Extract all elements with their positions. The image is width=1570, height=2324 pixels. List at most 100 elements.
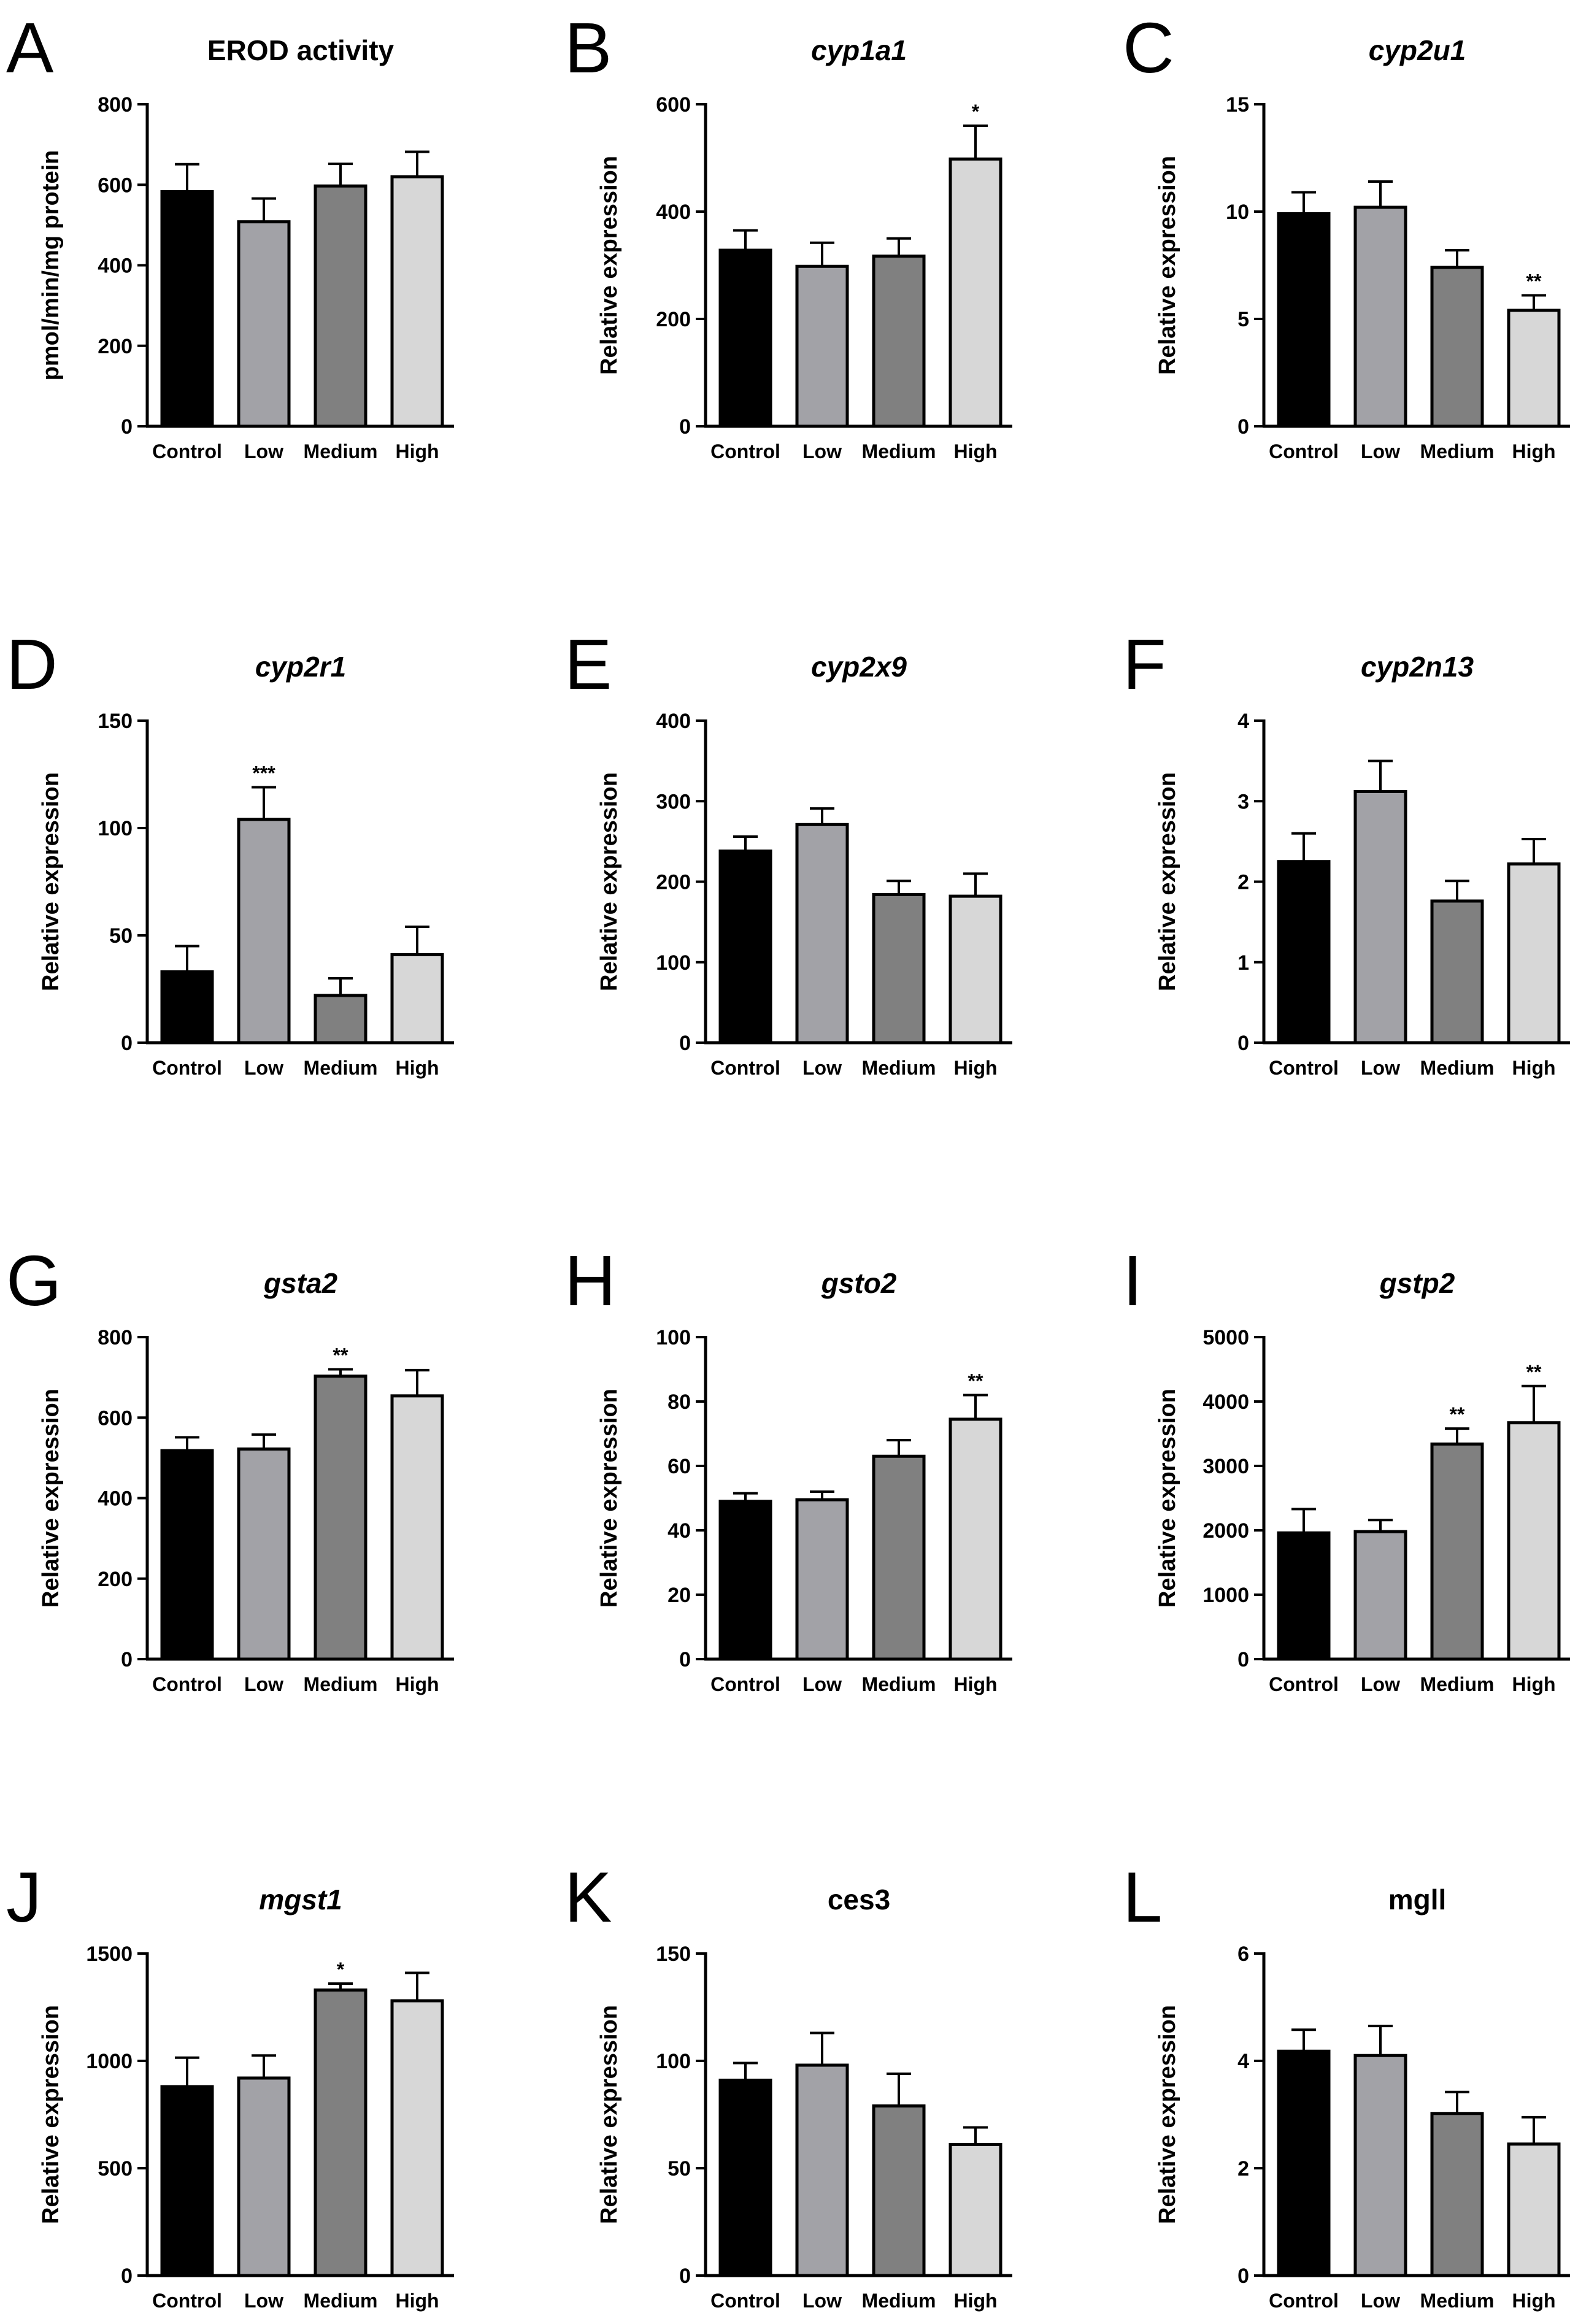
bar-medium [314,1988,367,2277]
y-tick-label: 40 [668,1519,691,1543]
y-tick-label: 200 [98,1568,133,1591]
chart-title: mgst1 [259,1884,342,1916]
bar-control [160,1449,214,1661]
y-axis-label: Relative expression [38,772,64,991]
y-tick-label: 1500 [86,1942,133,1966]
y-tick-label: 100 [656,951,691,975]
chart-title: mgll [1388,1884,1447,1916]
significance-marker: ** [333,1344,348,1367]
y-tick-label: 2 [1237,871,1249,894]
x-tick-label: Control [152,440,222,462]
bar-high [1507,862,1561,1045]
y-tick-label: 150 [656,1942,691,1966]
y-tick-label: 0 [1237,2265,1249,2288]
bar-low [237,220,291,428]
panel-a: A EROD activity pmol/min/mg protein Control… [6,8,454,462]
y-tick-label: 5000 [1203,1326,1249,1349]
x-tick-label: Medium [304,1057,378,1079]
chart-title: cyp2x9 [811,651,907,683]
y-axis-label: Relative expression [1155,772,1180,991]
x-tick-label: Control [710,1057,780,1079]
panel-letter: I [1123,1241,1142,1321]
x-tick-label: Control [1269,440,1339,462]
bar-medium [872,255,926,428]
y-tick-label: 2000 [1203,1519,1249,1543]
significance-marker: *** [252,762,275,784]
x-tick-label: Control [152,1673,222,1695]
y-tick-label: 0 [1237,1032,1249,1055]
y-tick-label: 150 [98,710,133,733]
bar-high [949,157,1002,428]
y-tick-label: 50 [109,924,133,948]
x-tick-label: Control [710,1673,780,1695]
x-tick-label: Medium [1420,2290,1495,2312]
significance-marker: ** [1526,270,1542,293]
x-tick-label: Medium [1420,1673,1495,1695]
y-tick-label: 0 [679,2265,691,2288]
y-tick-label: 1000 [1203,1584,1249,1607]
bar-high [390,1394,444,1661]
bar-high [949,2143,1002,2277]
bar-high [1507,1421,1561,1661]
bar-low [1353,205,1407,428]
bar-medium [1430,1442,1484,1661]
bar-high [949,1417,1002,1661]
x-tick-label: Medium [1420,440,1495,462]
x-tick-label: Low [802,1057,842,1079]
y-tick-label: 600 [98,1406,133,1430]
panel-letter: C [1123,8,1174,88]
x-tick-label: High [395,1057,439,1079]
bar-low [795,1498,849,1661]
bar-control [718,849,772,1045]
y-axis-label: Relative expression [1155,1389,1180,1608]
bar-control [1277,860,1331,1045]
chart-title: ces3 [828,1884,890,1916]
y-tick-label: 15 [1226,93,1249,117]
x-tick-label: Control [1269,1057,1339,1079]
panel-letter: A [6,8,54,88]
bar-medium [314,184,367,428]
bar-low [237,1447,291,1661]
chart-title: gsta2 [263,1267,338,1299]
y-tick-label: 100 [656,2050,691,2073]
y-tick-label: 4 [1237,710,1249,733]
x-tick-label: Low [244,2290,283,2312]
chart-title: gstp2 [1379,1267,1455,1299]
bar-high [390,175,444,428]
x-tick-label: Medium [304,440,378,462]
bar-high [390,953,444,1045]
chart-title: cyp2u1 [1369,34,1466,66]
y-tick-label: 400 [98,1487,133,1511]
x-tick-label: High [395,2290,439,2312]
bar-high [949,894,1002,1045]
chart-title: gsto2 [821,1267,897,1299]
significance-marker: ** [968,1370,983,1392]
bar-medium [872,1454,926,1661]
x-tick-label: Medium [862,1673,936,1695]
y-tick-label: 4 [1237,2050,1249,2073]
significance-marker: * [972,101,980,123]
bar-medium [1430,266,1484,428]
significance-marker: ** [1450,1403,1465,1425]
x-tick-label: Low [1361,2290,1400,2312]
y-tick-label: 80 [668,1390,691,1414]
y-tick-label: 0 [121,415,133,439]
x-tick-label: Control [152,2290,222,2312]
y-axis-label: Relative expression [38,2005,64,2224]
y-tick-label: 800 [98,93,133,117]
y-tick-label: 400 [98,255,133,278]
x-tick-label: Low [802,440,842,462]
x-tick-label: Control [710,2290,780,2312]
y-tick-label: 200 [656,871,691,894]
x-tick-label: High [953,440,997,462]
panel-letter: B [564,8,612,88]
bar-control [718,248,772,428]
y-axis-label: Relative expression [596,772,622,991]
x-tick-label: High [953,1673,997,1695]
